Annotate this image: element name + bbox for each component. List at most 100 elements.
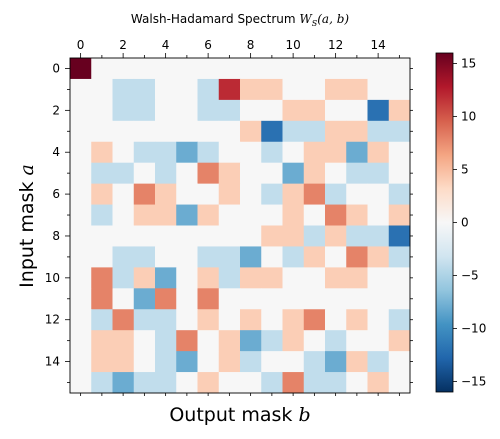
heatmap-cell [261,351,283,373]
heatmap-cell [133,78,156,101]
colorbar-gradient [435,52,454,393]
heatmap-cell [367,246,390,268]
heatmap-cell [91,99,113,122]
heatmap-cell [303,351,326,373]
heatmap-cell [240,246,262,268]
heatmap-cell [176,141,198,164]
heatmap-cell [325,162,347,185]
heatmap-cell [325,309,347,331]
heatmap-cell [346,120,368,143]
heatmap-cell [346,351,368,373]
heatmap-cell [197,309,220,331]
heatmap-cell [261,267,283,289]
heatmap-cell [282,225,305,247]
heatmap-cell [282,183,305,205]
x-axis-ticks: 0 2 4 6 8 10 12 14 [77,38,400,396]
heatmap-cell [261,372,283,394]
x-axis-label-var: b [298,404,310,426]
heatmap-cell [176,330,198,352]
heatmap-cell [218,162,241,185]
heatmap-cell [388,120,411,143]
heatmap-cell [346,162,368,185]
heatmap-cell [218,330,241,352]
heatmap-cell [261,162,283,185]
heatmap-cell [133,351,156,373]
heatmap-cell [325,120,347,143]
heatmap-cell [91,120,113,143]
heatmap-cell [218,204,241,226]
heatmap-cell [303,99,326,122]
heatmap-cell [282,58,305,80]
heatmap-cell [176,58,198,80]
heatmap-cell [388,372,411,394]
heatmap-cell [91,183,113,205]
heatmap-cell [367,330,390,352]
heatmap-cell [197,225,220,247]
y-tick-label: 6 [52,187,60,201]
heatmap-cell [91,58,113,80]
heatmap-cell [346,309,368,331]
heatmap-cell [176,78,198,101]
heatmap-cell [155,141,177,164]
heatmap-cell [133,204,156,226]
heatmap-cell [197,183,220,205]
y-tick-label: 12 [45,313,60,327]
heatmap-cell [133,267,156,289]
y-tick-label: 10 [45,271,60,285]
heatmap-cell [240,372,262,394]
heatmap-cell [240,120,262,143]
heatmap-cell [176,204,198,226]
heatmap-cell [240,267,262,289]
heatmap-cell [70,120,92,143]
heatmap-cell [325,99,347,122]
heatmap-cell [197,372,220,394]
heatmap-cell [112,330,135,352]
heatmap-cell [303,225,326,247]
heatmap-cell [91,267,113,289]
heatmap-cell [282,267,305,289]
heatmap-cell [303,141,326,164]
heatmap-cell [112,351,135,373]
heatmap-cell [367,120,390,143]
heatmap-cell [133,99,156,122]
heatmap-cell [70,162,92,185]
heatmap-cell [133,162,156,185]
heatmap-cell [325,288,347,310]
heatmap-cell [282,309,305,331]
heatmap-cell [91,204,113,226]
heatmap-cell [218,288,241,310]
heatmap-cell [303,204,326,226]
heatmap-cell [91,351,113,373]
heatmap-cell [176,309,198,331]
heatmap-cell [155,225,177,247]
heatmap-cell [388,288,411,310]
heatmap-cell [240,78,262,101]
colorbar-ticks: 15 10 5 0 −5 −10 −15 [453,57,486,388]
y-tick-label: 2 [52,103,60,117]
heatmap-cell [325,141,347,164]
heatmap-cell [197,58,220,80]
heatmap-cell [133,225,156,247]
heatmap-cell [325,204,347,226]
heatmap-cell [197,99,220,122]
heatmap-cell [91,141,113,164]
heatmap-cell [303,58,326,80]
heatmap-cell [133,330,156,352]
heatmap-cell [346,225,368,247]
heatmap-cell [133,183,156,205]
heatmap-cell [240,162,262,185]
heatmap-cell [240,225,262,247]
heatmap-cell [367,78,390,101]
heatmap-cell [303,78,326,101]
heatmap-cell [70,267,92,289]
heatmap-cell [70,225,92,247]
heatmap-cell [218,183,241,205]
heatmap-cell [367,204,390,226]
heatmap-cell [155,288,177,310]
heatmap-cell [367,162,390,185]
heatmap-cell [388,204,411,226]
heatmap-cell [346,78,368,101]
y-axis-label-text: Input mask [16,175,38,287]
x-tick-label: 12 [328,38,343,52]
heatmap-cell [367,183,390,205]
